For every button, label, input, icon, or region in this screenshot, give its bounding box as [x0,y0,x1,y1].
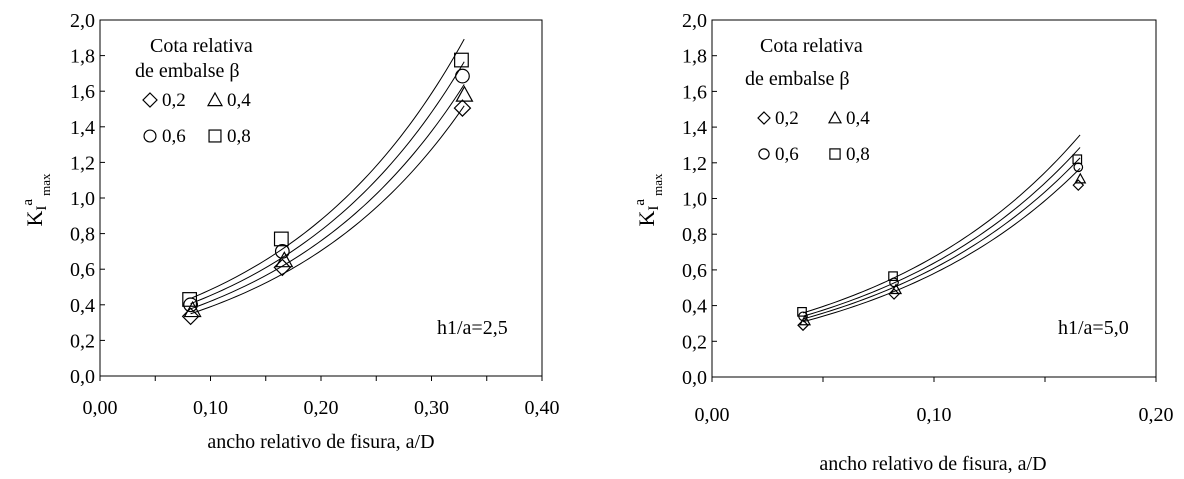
data-point-triangle [1074,172,1087,184]
data-point-diamond [1072,179,1085,191]
legend-label: 0,8 [846,144,870,165]
x-tick-label: 0,10 [917,404,952,426]
x-tick-label: 0,30 [414,397,449,419]
legend-title-right-1: Cota relativa [760,35,863,57]
y-axis-label-right: KIamax [632,173,665,226]
legend-label: 0,6 [162,126,186,147]
legend-label: 0,6 [775,144,799,165]
fit-curve-circle [190,61,465,305]
legend-title-right-2: de embalse β [745,68,850,90]
legend-label: 0,4 [846,108,870,129]
fit-curve-diamond [802,167,1081,323]
data-point-diamond [181,307,200,326]
legend-marker-diamond [757,111,771,125]
data-point-triangle [890,283,903,295]
y-tick-label: 1,8 [70,46,95,68]
data-point-square [797,306,807,317]
data-point-square [182,292,198,307]
data-point-circle [183,297,199,313]
y-tick-label: 0,6 [70,259,95,281]
legend-label: 0,8 [227,126,251,147]
y-tick-label: 0,4 [682,296,707,318]
fit-curve-square [802,134,1081,314]
data-point-triangle [275,251,294,268]
y-tick-label: 0,0 [682,367,707,389]
x-tick-label: 0,20 [304,397,339,419]
annotation-left: h1/a=2,5 [437,317,508,339]
y-tick-label: 1,6 [682,81,707,103]
x-tick-label: 0,40 [525,397,560,419]
y-tick-label: 0,8 [682,224,707,246]
data-point-square [888,271,898,281]
fit-curve-diamond [190,105,465,315]
x-tick-label: 0,00 [695,404,730,426]
y-tick-label: 2,0 [682,10,707,32]
y-tick-label: 0,6 [682,260,707,282]
legend-title-left-2: de embalse β [135,60,240,82]
legend-marker-square [208,129,222,143]
legend-marker-square [829,148,841,160]
legend-right: 0,2 0,4 0,6 0,8 [757,108,870,165]
y-tick-label: 1,0 [70,188,95,210]
y-tick-label: 0,2 [70,330,95,352]
y-tick-label: 1,8 [682,46,707,68]
x-axis-label-right: ancho relativo de fisura, a/D [819,453,1046,475]
y-axis-label-left: KIamax [20,173,53,226]
x-tick-label: 0,00 [83,397,118,419]
fit-curve-square [190,38,465,299]
legend-marker-triangle [827,110,843,124]
data-point-triangle [455,85,474,102]
legend-marker-circle [143,129,157,143]
y-tick-label: 1,6 [70,81,95,103]
data-point-triangle [183,300,202,318]
data-point-square [273,231,289,247]
legend-left: 0,2 0,4 0,6 0,8 [142,90,251,147]
fit-curve-triangle [190,84,465,310]
data-point-diamond [453,99,472,117]
x-tick-label: 0,20 [1139,404,1174,426]
data-point-circle [274,243,290,259]
data-point-diamond [273,258,292,277]
legend-marker-circle [758,148,770,160]
chart-left: 0,0 0,2 0,4 0,6 0,8 1,0 1,2 1,4 1,6 1,8 2,0 0,00 0,1… [20,10,560,453]
annotation-right: h1/a=5,0 [1058,317,1129,339]
fit-curve-triangle [802,157,1081,320]
legend-label: 0,4 [227,90,251,111]
data-point-diamond [797,319,809,332]
data-point-circle [889,277,899,288]
y-tick-label: 2,0 [70,10,95,32]
y-tick-label: 1,2 [682,153,707,175]
y-tick-label: 0,2 [682,331,707,353]
y-tick-label: 0,0 [70,366,95,388]
data-point-diamond [888,288,900,300]
fit-curve-circle [802,147,1081,317]
x-tick-label: 0,10 [193,397,228,419]
legend-label: 0,2 [162,90,186,111]
data-point-square [454,52,469,68]
y-tick-label: 1,2 [70,152,95,174]
data-point-circle [455,68,470,84]
legend-label: 0,2 [775,108,799,129]
data-point-square [1072,154,1083,165]
y-tick-label: 1,4 [682,117,707,139]
legend-title-left-1: Cota relativa [150,35,253,57]
x-axis-label-left: ancho relativo de fisura, a/D [207,431,434,453]
y-tick-label: 1,4 [70,117,95,139]
chart-right: 0,0 0,2 0,4 0,6 0,8 1,0 1,2 1,4 1,6 1,8 2,0 0,00 0,1… [632,10,1174,475]
y-tick-label: 1,0 [682,189,707,211]
y-tick-label: 0,4 [70,295,95,317]
legend-marker-triangle [206,91,224,107]
legend-marker-diamond [142,92,158,108]
y-tick-label: 0,8 [70,224,95,246]
